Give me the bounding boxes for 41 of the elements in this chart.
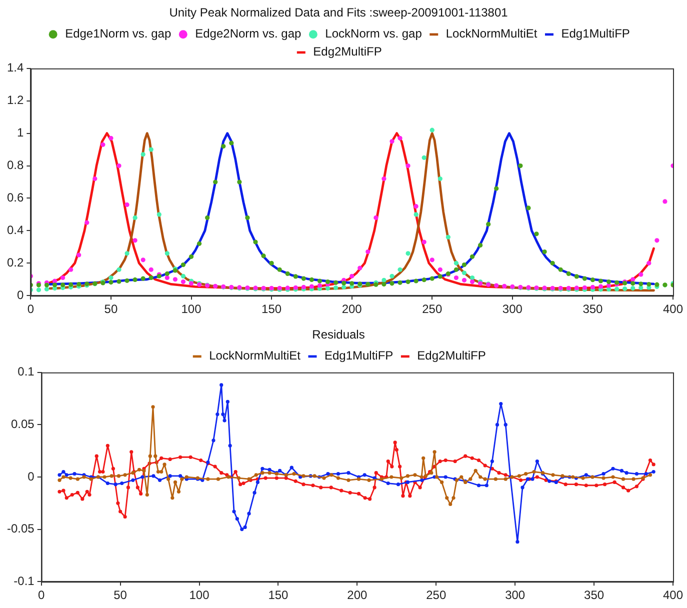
y-tick-label: 1 — [16, 126, 24, 140]
legend-label: Edg2MultiFP — [313, 44, 382, 59]
legend-label: Edg1MultiFP — [324, 348, 394, 363]
x-tick-label: 400 — [662, 588, 684, 602]
chart-title: Unity Peak Normalized Data and Fits :sweep-20091001-113801 — [169, 6, 508, 20]
legend-label: LockNorm vs. gap — [325, 26, 422, 41]
x-tick-label: 150 — [268, 588, 289, 602]
y-tick-label: 1.4 — [6, 60, 24, 75]
x-tick-label: 100 — [189, 588, 210, 602]
x-tick-label: 300 — [505, 588, 526, 602]
x-tick-label: 300 — [502, 302, 523, 316]
x-tick-label: 350 — [582, 302, 604, 316]
y-tick-label: -0.1 — [14, 574, 35, 588]
y-tick-label: 0 — [28, 469, 35, 484]
legend-label: Edge2Norm vs. gap — [195, 26, 302, 41]
x-tick-label: 250 — [426, 588, 446, 602]
chart-title: Residuals — [312, 328, 365, 342]
y-tick-label: 0.4 — [6, 223, 24, 237]
legend-label: Edg2MultiFP — [417, 348, 486, 363]
x-tick-label: 250 — [422, 302, 442, 316]
y-tick-label: 0.6 — [6, 190, 24, 205]
x-tick-label: 50 — [114, 588, 128, 602]
x-tick-label: 50 — [104, 302, 118, 316]
legend-label: Edg1MultiFP — [561, 26, 630, 41]
x-tick-label: 0 — [38, 588, 46, 602]
x-tick-label: 200 — [347, 588, 368, 602]
y-tick-label: 0.2 — [6, 255, 24, 270]
y-tick-label: 0.8 — [6, 158, 24, 172]
x-tick-label: 400 — [662, 302, 684, 316]
y-tick-label: -0.05 — [6, 522, 35, 536]
x-tick-label: 350 — [584, 588, 604, 602]
y-tick-label: 0.1 — [18, 364, 35, 379]
legend-label: LockNormMultiEt — [446, 26, 538, 41]
y-tick-label: 0.05 — [10, 417, 35, 432]
y-tick-label: 1.2 — [6, 93, 24, 108]
x-tick-label: 200 — [342, 302, 362, 316]
x-tick-label: 150 — [262, 302, 282, 316]
y-tick-label: 0 — [16, 288, 24, 302]
legend-label: LockNormMultiEt — [209, 348, 302, 363]
x-tick-label: 100 — [181, 302, 202, 316]
legend-label: Edge1Norm vs. gap — [65, 26, 172, 41]
